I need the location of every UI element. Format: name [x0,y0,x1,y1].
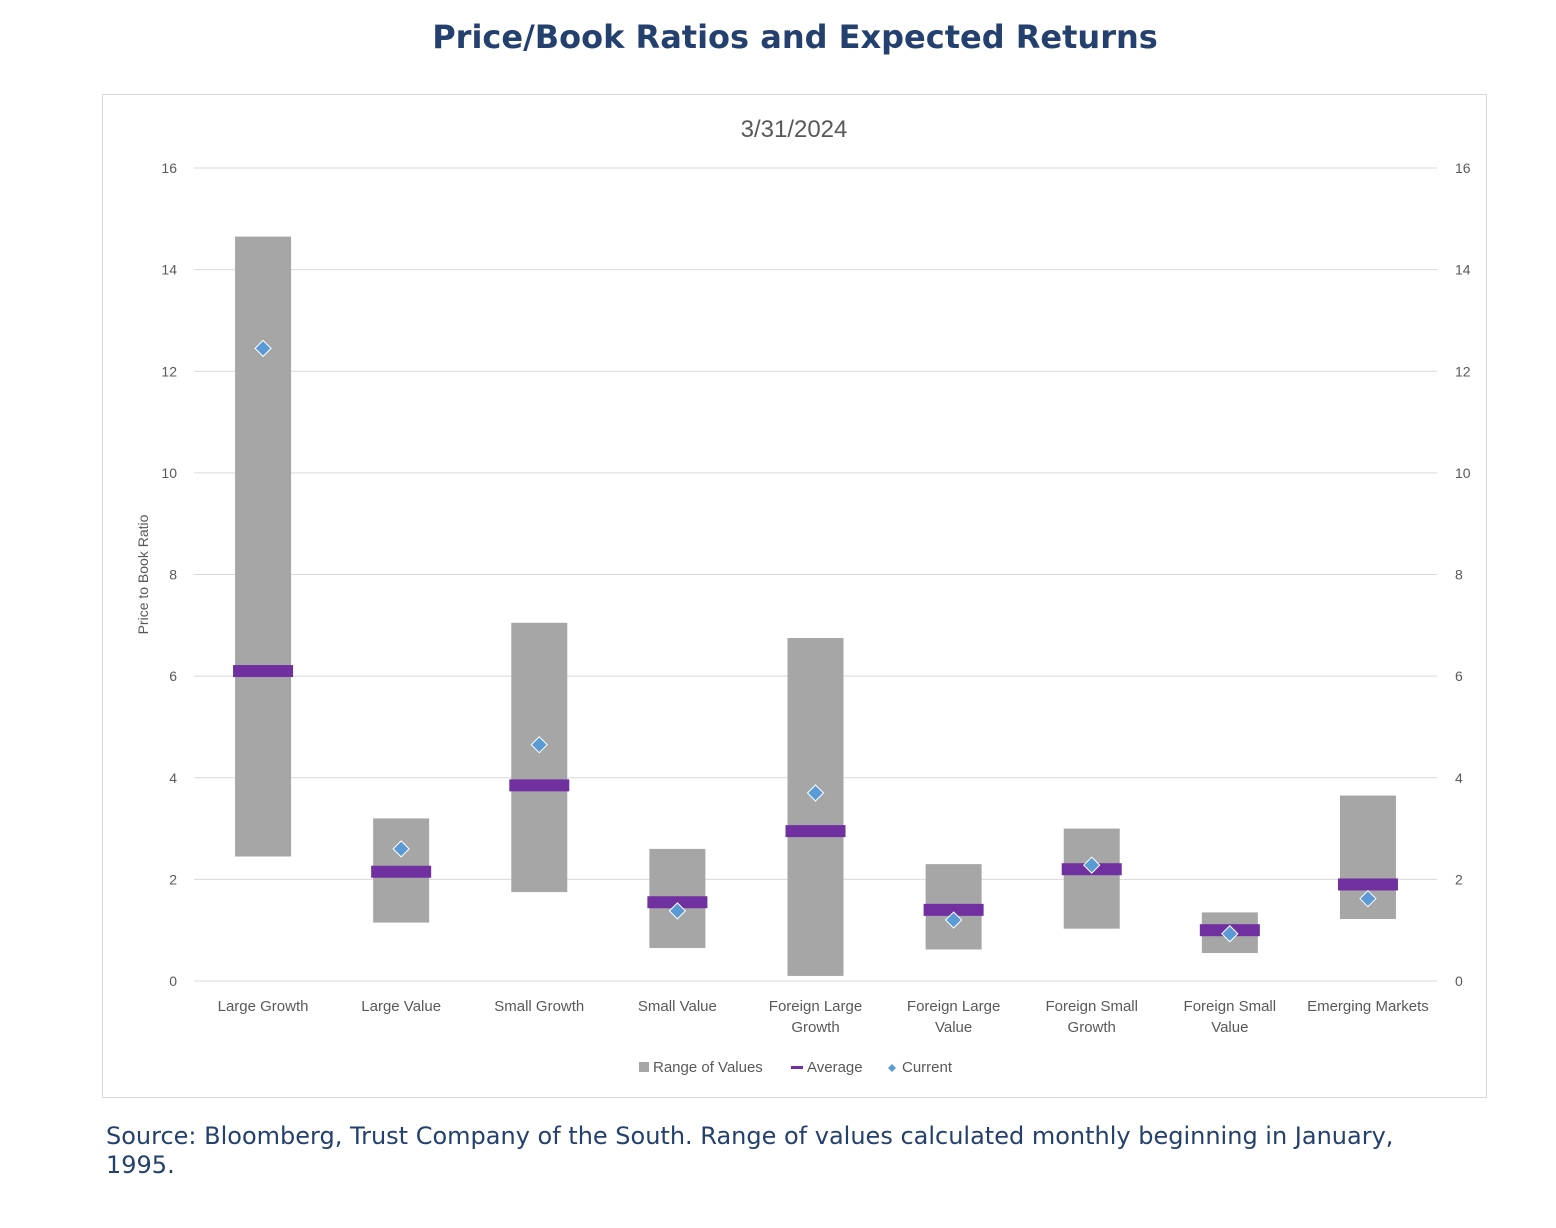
legend-range-swatch [639,1062,649,1072]
x-category-label: Foreign Large [769,998,862,1015]
chart-title: 3/31/2024 [741,116,848,143]
x-category-label: Large Value [361,998,441,1015]
y-tick-label: 12 [161,363,177,379]
x-category-label: Growth [791,1019,839,1036]
x-category-label: Foreign Large [907,998,1000,1015]
y2-tick-label: 6 [1455,668,1463,684]
y-tick-label: 6 [169,668,177,684]
y-tick-label: 16 [161,160,177,176]
x-category-label: Value [935,1019,972,1036]
y2-tick-label: 0 [1455,973,1463,989]
y2-tick-label: 14 [1455,262,1471,278]
x-category-label: Small Growth [494,998,584,1015]
range-bar [787,638,844,976]
legend-average-label: Average [807,1059,863,1076]
y2-tick-label: 8 [1455,567,1463,583]
current-marker [668,902,687,920]
range-bar [235,236,292,857]
x-category-label: Value [1211,1019,1248,1036]
current-marker [254,339,272,358]
average-marker [233,665,294,678]
chart-svg: 3/31/2024 0 0 2 2 4 4 6 6 8 8 10 10 12 12 14 14 16 16 Price… [135,116,1471,1076]
y-tick-label: 8 [169,567,177,583]
y2-tick-label: 16 [1455,160,1471,176]
y-tick-label: 2 [169,871,177,887]
range-bar [511,622,568,893]
y2-tick-label: 10 [1455,465,1471,481]
legend-average-swatch [791,1066,803,1069]
average-marker [785,825,846,838]
average-marker [923,903,984,916]
y-tick-label: 14 [161,262,177,278]
current-marker [530,736,548,754]
current-marker [1221,925,1239,943]
x-category-label: Foreign Small [1184,998,1277,1015]
x-category-label: Small Value [638,998,717,1015]
average-marker [509,779,570,792]
legend-range-label: Range of Values [653,1059,763,1076]
average-marker [371,865,432,878]
current-marker [944,911,963,929]
y-tick-label: 4 [169,770,177,786]
current-marker [1083,856,1101,874]
legend-current-swatch [888,1064,896,1072]
y-axis-label: Price to Book Ratio [135,514,151,634]
x-category-label: Large Growth [218,998,309,1015]
y2-tick-label: 4 [1455,770,1463,786]
page-title: Price/Book Ratios and Expected Returns [432,18,1158,56]
chart-frame: 3/31/2024 0 0 2 2 4 4 6 6 8 8 10 10 12 12 14 14 16 16 Price… [102,94,1487,1098]
average-marker [1337,878,1398,891]
source-note: Source: Bloomberg, Trust Company of the … [106,1122,1394,1179]
range-bar [1063,828,1120,929]
current-marker [392,840,410,858]
y2-tick-label: 2 [1455,871,1463,887]
x-category-label: Foreign Small [1045,998,1138,1015]
y-tick-label: 10 [161,465,177,481]
legend-current-label: Current [902,1059,953,1076]
x-category-label: Growth [1068,1019,1116,1036]
x-category-label: Emerging Markets [1307,998,1429,1015]
y-tick-label: 0 [169,973,177,989]
current-marker [806,784,825,802]
current-marker [1359,889,1377,908]
y2-tick-label: 12 [1455,363,1471,379]
